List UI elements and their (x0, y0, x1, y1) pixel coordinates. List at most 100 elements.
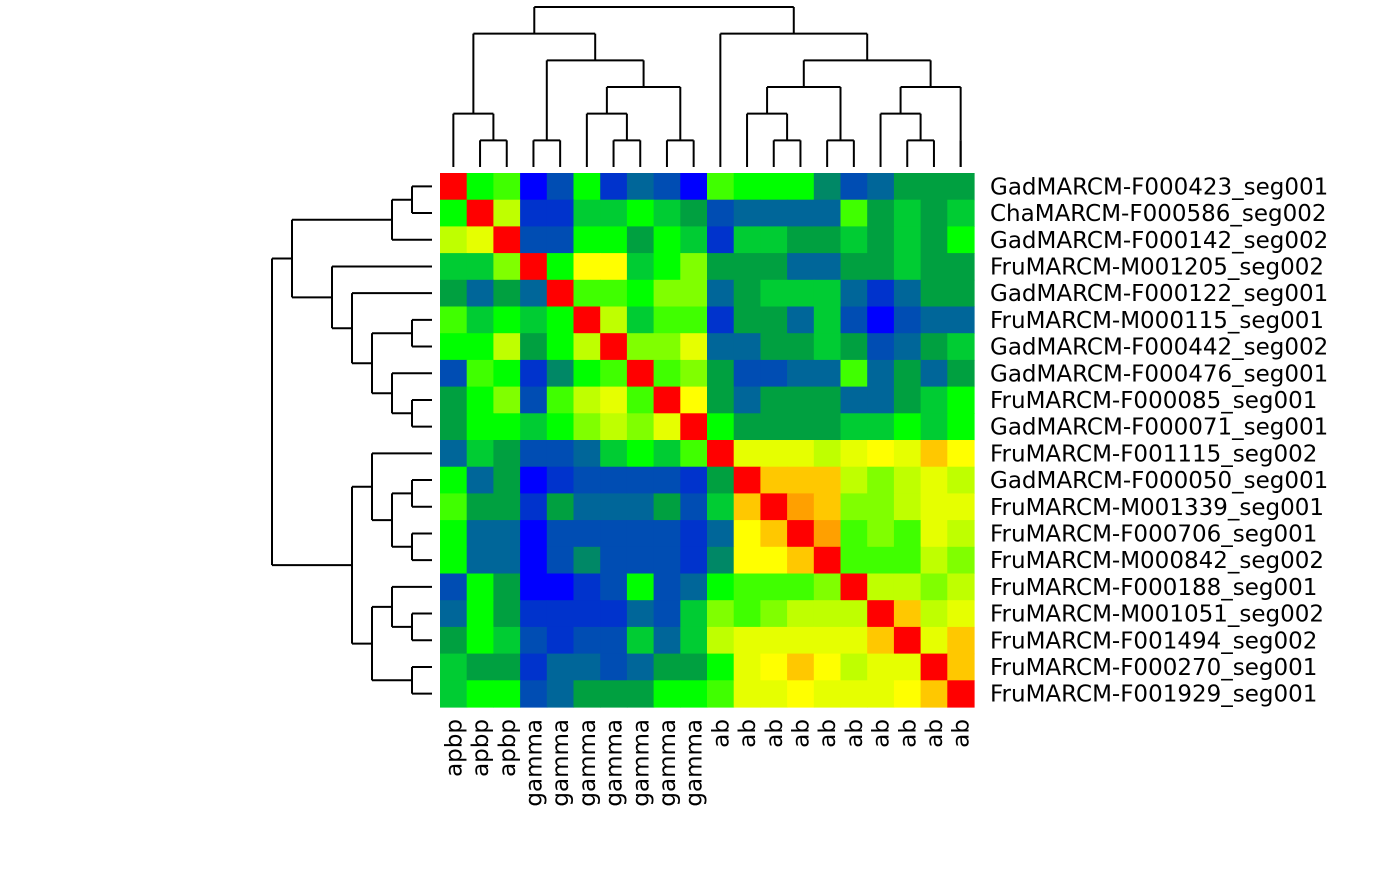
heatmap-cell-12-13 (787, 493, 815, 521)
heatmap-cell-3-11 (733, 253, 761, 281)
heatmap-cell-13-13 (787, 520, 815, 548)
heatmap-cell-2-13 (787, 226, 815, 254)
heatmap-cell-12-12 (760, 493, 788, 521)
heatmap-cell-6-6 (600, 333, 628, 361)
heatmap-cell-15-16 (867, 573, 895, 601)
heatmap-cell-6-17 (893, 333, 922, 361)
heatmap-cell-19-6 (600, 680, 628, 708)
heatmap-cell-3-5 (573, 253, 601, 281)
column-label: ab (762, 719, 788, 748)
heatmap-cell-2-11 (733, 226, 761, 254)
heatmap-cell-3-13 (787, 253, 815, 281)
heatmap-cell-10-15 (840, 440, 868, 468)
heatmap-cell-15-7 (626, 573, 655, 601)
heatmap-cell-11-11 (733, 466, 761, 494)
heatmap-cell-11-6 (600, 466, 628, 494)
heatmap-cell-0-12 (760, 173, 788, 201)
heatmap-cell-9-13 (787, 413, 815, 441)
column-label: ab (922, 719, 948, 748)
heatmap-cell-16-1 (466, 600, 494, 628)
heatmap-cell-1-15 (840, 199, 868, 227)
heatmap-cell-5-7 (626, 306, 655, 334)
column-label: gamma (602, 719, 628, 807)
heatmap-cell-13-7 (626, 520, 655, 548)
heatmap-cell-1-0 (440, 199, 468, 227)
heatmap-cell-10-18 (920, 440, 948, 468)
heatmap-cell-15-2 (493, 573, 521, 601)
heatmap-cell-18-13 (787, 653, 815, 681)
heatmap-cell-19-7 (626, 680, 655, 708)
heatmap-cell-4-18 (920, 279, 948, 308)
heatmap-cell-16-5 (573, 600, 601, 628)
heatmap-cell-7-6 (600, 359, 628, 388)
heatmap-cell-19-3 (520, 680, 548, 708)
heatmap-cell-13-0 (440, 520, 468, 548)
heatmap-cell-6-15 (840, 333, 868, 361)
heatmap-cell-5-4 (546, 306, 575, 334)
heatmap-cell-0-13 (787, 173, 815, 201)
heatmap-cell-2-2 (493, 226, 521, 254)
row-label: FruMARCM-M000115_seg001 (990, 308, 1324, 334)
heatmap-cell-10-4 (546, 440, 575, 468)
heatmap-cell-4-4 (546, 279, 575, 308)
heatmap-cell-6-1 (466, 333, 494, 361)
heatmap-cell-7-10 (707, 359, 735, 388)
column-label: apbp (468, 719, 494, 777)
heatmap-cell-10-16 (867, 440, 895, 468)
heatmap-cell-17-19 (947, 626, 975, 655)
heatmap-cell-9-0 (440, 413, 468, 441)
heatmap-cell-14-13 (787, 546, 815, 575)
heatmap-cell-2-9 (680, 226, 708, 254)
heatmap-cell-7-11 (733, 359, 761, 388)
heatmap-cell-18-7 (626, 653, 655, 681)
heatmap-cell-3-16 (867, 253, 895, 281)
heatmap-cell-16-7 (626, 600, 655, 628)
heatmap-cell-0-4 (546, 173, 575, 201)
heatmap-cell-6-19 (947, 333, 975, 361)
heatmap-cell-1-14 (813, 199, 842, 227)
heatmap-cell-19-18 (920, 680, 948, 708)
heatmap-cell-19-8 (653, 680, 681, 708)
row-dendrogram (271, 185, 432, 695)
heatmap-cell-7-4 (546, 359, 575, 388)
heatmap-cell-13-6 (600, 520, 628, 548)
heatmap-cell-8-10 (707, 386, 735, 414)
heatmap-cell-1-12 (760, 199, 788, 227)
heatmap-cell-19-13 (787, 680, 815, 708)
row-label: FruMARCM-M001205_seg002 (990, 254, 1324, 280)
heatmap-cell-17-3 (520, 626, 548, 655)
heatmap-cell-0-18 (920, 173, 948, 201)
heatmap-cell-6-5 (573, 333, 601, 361)
heatmap-cell-1-17 (893, 199, 922, 227)
column-label: gamma (521, 719, 547, 807)
heatmap-cell-9-3 (520, 413, 548, 441)
heatmap-cell-0-0 (440, 173, 468, 201)
heatmap-cell-3-14 (813, 253, 842, 281)
heatmap-cell-5-5 (573, 306, 601, 334)
heatmap-cell-17-9 (680, 626, 708, 655)
heatmap-cell-5-13 (787, 306, 815, 334)
heatmap-cell-4-2 (493, 279, 521, 308)
heatmap-cell-18-1 (466, 653, 494, 681)
heatmap-cell-11-4 (546, 466, 575, 494)
heatmap-cell-12-8 (653, 493, 681, 521)
row-label: FruMARCM-M001339_seg001 (990, 495, 1324, 521)
heatmap-cell-7-17 (893, 359, 922, 388)
heatmap-cell-10-14 (813, 440, 842, 468)
row-label: GadMARCM-F000122_seg001 (990, 281, 1328, 307)
heatmap-cell-7-0 (440, 359, 468, 388)
heatmap-cell-14-15 (840, 546, 868, 575)
heatmap-cell-8-19 (947, 386, 975, 414)
heatmap-cell-0-10 (707, 173, 735, 201)
row-label: ChaMARCM-F000586_seg002 (990, 201, 1327, 227)
heatmap-cell-7-19 (947, 359, 975, 388)
heatmap-cell-12-6 (600, 493, 628, 521)
heatmap-cell-19-11 (733, 680, 761, 708)
heatmap-cell-16-2 (493, 600, 521, 628)
heatmap-cell-11-0 (440, 466, 468, 494)
heatmap-cell-12-17 (893, 493, 922, 521)
heatmap-cell-7-12 (760, 359, 788, 388)
heatmap-cell-13-17 (893, 520, 922, 548)
heatmap-cell-13-4 (546, 520, 575, 548)
heatmap-cell-10-8 (653, 440, 681, 468)
